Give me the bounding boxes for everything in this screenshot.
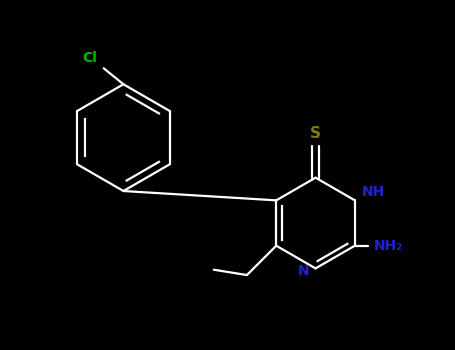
Text: Cl: Cl — [82, 51, 97, 65]
Text: N: N — [298, 264, 309, 278]
Text: NH₂: NH₂ — [374, 239, 403, 253]
Text: NH: NH — [362, 185, 385, 199]
Text: S: S — [310, 126, 321, 141]
